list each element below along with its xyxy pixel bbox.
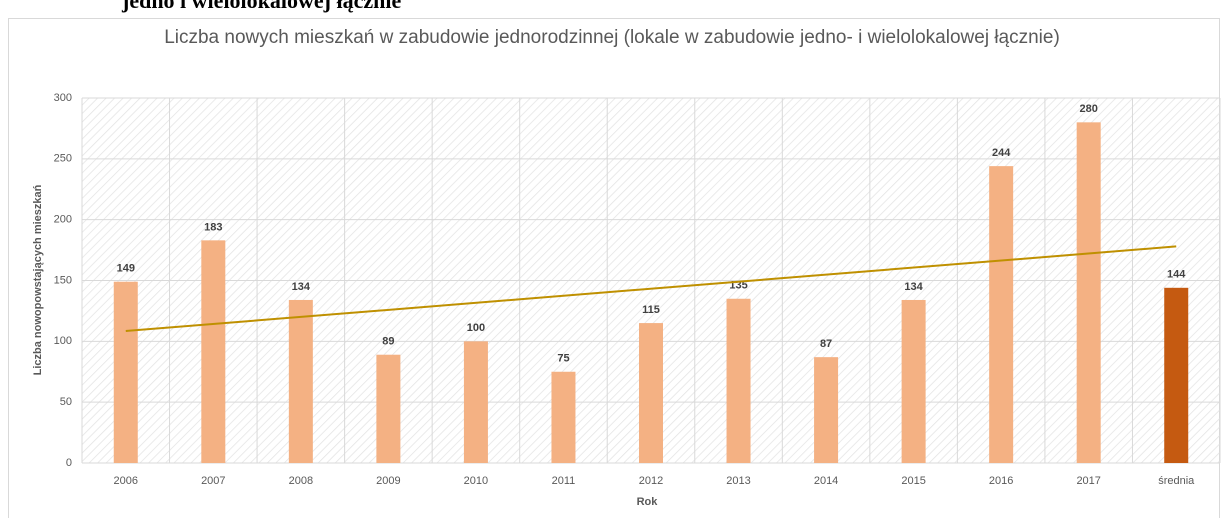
x-tick-label: 2011 [552, 475, 576, 487]
data-label: 89 [382, 336, 394, 348]
trendline [125, 245, 1177, 332]
bar [288, 299, 313, 463]
bar [639, 323, 663, 463]
x-tick-label: średnia [1158, 475, 1195, 487]
data-label: 149 [117, 263, 135, 275]
x-tick-label: 2006 [114, 475, 138, 487]
chart-title: Liczba nowych mieszkań w zabudowie jedno… [164, 27, 1060, 48]
x-tick-label: 2015 [901, 475, 925, 487]
bar [814, 357, 839, 463]
data-label: 183 [204, 221, 222, 233]
x-tick-label: 2017 [1076, 475, 1100, 487]
bar [463, 341, 488, 463]
data-label: 280 [1080, 103, 1098, 115]
data-label: 144 [1167, 269, 1186, 281]
x-tick-label: 2014 [814, 475, 838, 487]
y-axis-label: Liczba nowopowstających mieszkań [32, 184, 44, 375]
x-tick-label: 2009 [376, 475, 400, 487]
bar [376, 354, 401, 463]
bar [726, 298, 751, 463]
data-label: 134 [292, 281, 311, 293]
x-tick-label: 2008 [289, 475, 313, 487]
x-tick-label: 2012 [639, 475, 663, 487]
y-tick-label: 100 [54, 335, 72, 347]
bar [1076, 122, 1101, 463]
y-tick-label: 250 [54, 153, 72, 165]
bar [989, 166, 1014, 463]
data-label: 115 [642, 304, 660, 316]
x-tick-label: 2007 [201, 475, 225, 487]
bar [901, 299, 926, 463]
x-tick-label: 2013 [726, 475, 750, 487]
x-tick-label: 2010 [464, 475, 488, 487]
bar [1164, 287, 1189, 463]
y-tick-label: 200 [54, 214, 72, 226]
x-tick-label: 2016 [989, 475, 1013, 487]
data-label: 75 [557, 353, 569, 365]
data-label: 87 [820, 338, 832, 350]
x-axis-label: Rok [637, 496, 659, 508]
data-label: 100 [467, 322, 485, 334]
data-label: 244 [992, 147, 1011, 159]
y-tick-label: 150 [54, 274, 72, 286]
y-tick-label: 0 [66, 457, 72, 469]
y-tick-label: 50 [60, 396, 72, 408]
page-heading: jedno i wielolokalowej łącznie [122, 0, 402, 13]
y-tick-label: 300 [54, 92, 72, 104]
data-label: 134 [904, 281, 923, 293]
bar [551, 371, 576, 463]
bar [201, 240, 226, 463]
bar [113, 281, 138, 463]
